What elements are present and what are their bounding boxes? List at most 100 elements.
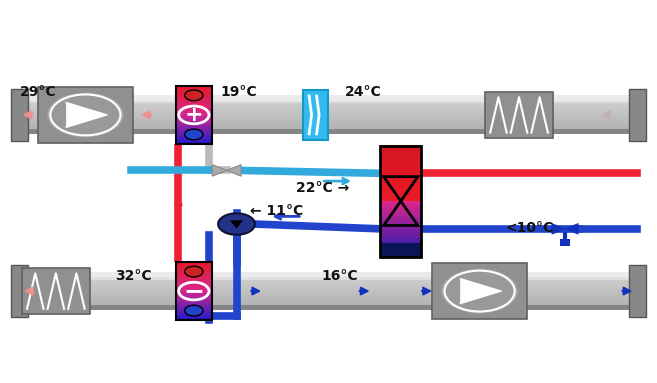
Bar xyxy=(175,279,212,281)
Bar xyxy=(175,106,212,108)
Text: 16°C: 16°C xyxy=(322,269,359,283)
Bar xyxy=(175,136,212,138)
Bar xyxy=(380,186,421,190)
Bar xyxy=(175,292,212,294)
Bar xyxy=(175,133,212,135)
Bar xyxy=(20,309,637,310)
Bar xyxy=(175,93,212,95)
Bar xyxy=(20,127,637,129)
Bar xyxy=(175,314,212,316)
Bar xyxy=(20,133,637,134)
Bar xyxy=(175,286,212,288)
Bar xyxy=(175,137,212,139)
Bar xyxy=(175,97,212,99)
Circle shape xyxy=(185,305,203,316)
Bar xyxy=(20,291,637,292)
Bar xyxy=(175,264,212,265)
Bar xyxy=(175,122,212,124)
Bar xyxy=(20,113,637,115)
Bar xyxy=(175,113,212,115)
Bar xyxy=(20,300,637,301)
Bar xyxy=(303,90,328,140)
Bar xyxy=(175,86,212,88)
Bar xyxy=(20,108,637,110)
Text: −: − xyxy=(183,279,204,303)
Bar xyxy=(20,117,637,119)
Bar xyxy=(175,316,212,318)
Bar xyxy=(629,89,645,141)
Bar xyxy=(175,90,212,92)
Bar xyxy=(380,145,421,149)
Bar xyxy=(20,287,637,288)
Bar xyxy=(20,305,637,306)
Bar xyxy=(175,268,212,270)
Bar xyxy=(20,123,637,125)
Bar xyxy=(175,135,212,136)
Bar xyxy=(175,124,212,126)
Polygon shape xyxy=(461,279,501,303)
Bar xyxy=(380,178,421,183)
Text: 32°C: 32°C xyxy=(115,269,152,283)
Bar xyxy=(20,97,637,98)
Bar xyxy=(380,156,421,160)
Bar xyxy=(175,273,212,275)
Circle shape xyxy=(185,90,203,101)
Bar xyxy=(303,90,328,140)
Bar xyxy=(175,86,212,144)
Bar xyxy=(380,245,421,249)
Bar xyxy=(37,87,133,143)
Polygon shape xyxy=(230,220,243,229)
Circle shape xyxy=(185,266,203,277)
Bar xyxy=(20,292,637,294)
Bar xyxy=(432,264,527,319)
Text: 29°C: 29°C xyxy=(20,85,57,99)
Bar xyxy=(22,268,90,314)
Bar xyxy=(175,291,212,293)
Bar xyxy=(175,123,212,125)
Bar xyxy=(20,103,637,105)
Bar xyxy=(175,315,212,317)
Bar xyxy=(175,266,212,268)
Polygon shape xyxy=(212,165,227,176)
Bar xyxy=(175,101,212,103)
Circle shape xyxy=(185,129,203,140)
Bar xyxy=(175,89,212,90)
Bar xyxy=(380,238,421,242)
Text: <10°C: <10°C xyxy=(506,221,554,235)
Bar xyxy=(380,193,421,197)
Bar xyxy=(175,294,212,295)
Bar xyxy=(20,110,637,111)
Bar xyxy=(380,146,421,257)
Bar xyxy=(20,283,637,285)
Circle shape xyxy=(442,269,518,313)
Bar xyxy=(629,265,645,317)
Bar xyxy=(20,273,637,275)
Bar xyxy=(175,318,212,320)
Bar xyxy=(20,277,637,278)
Bar xyxy=(175,119,212,121)
Bar xyxy=(175,262,212,264)
Bar xyxy=(20,302,637,304)
Bar xyxy=(175,282,212,284)
Bar xyxy=(20,306,637,308)
Bar xyxy=(175,105,212,106)
Polygon shape xyxy=(66,103,106,127)
Bar xyxy=(175,306,212,308)
Bar xyxy=(175,296,212,298)
Bar xyxy=(380,219,421,223)
Bar xyxy=(20,118,637,120)
Bar xyxy=(20,284,637,286)
Bar xyxy=(175,142,212,144)
Polygon shape xyxy=(552,224,565,234)
Bar xyxy=(175,130,212,132)
Bar xyxy=(20,116,637,118)
Bar xyxy=(380,252,421,257)
Bar xyxy=(20,95,637,97)
Bar xyxy=(175,265,212,267)
Bar xyxy=(175,112,212,113)
Bar xyxy=(175,141,212,142)
Bar xyxy=(380,160,421,164)
Bar xyxy=(175,271,212,272)
Bar xyxy=(20,301,637,303)
Bar xyxy=(175,95,212,96)
